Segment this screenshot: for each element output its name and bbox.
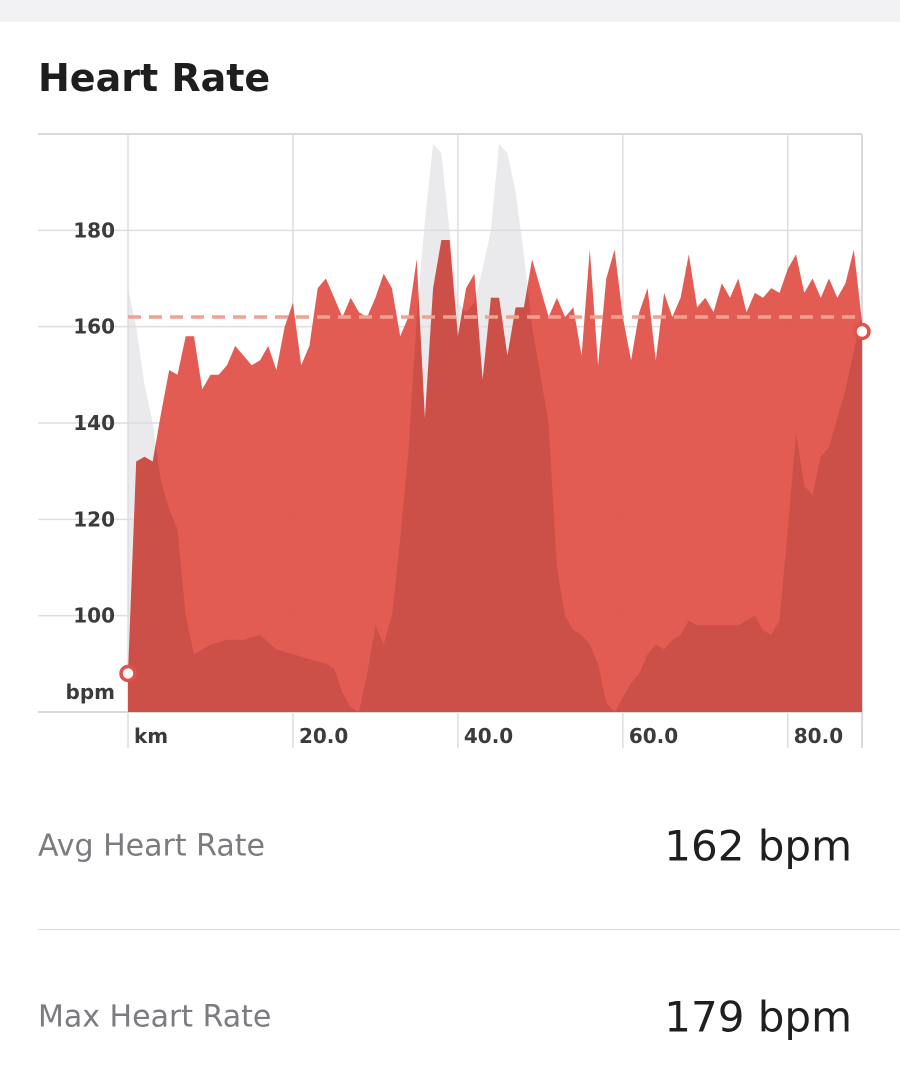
x-tick-label: km <box>134 724 168 748</box>
top-strip <box>0 0 900 22</box>
y-tick-label: 100 <box>73 604 115 628</box>
heart-rate-area <box>128 240 862 712</box>
x-tick-label: 80.0 <box>794 724 843 748</box>
endpoint-marker <box>119 664 137 683</box>
avg-heart-rate-value: 162 bpm <box>664 821 852 871</box>
stats-divider <box>38 929 900 930</box>
heart-rate-series <box>128 240 862 712</box>
heart-rate-chart: 100 120 140 160 180 bpm km 20.0 40.0 60.0 80.0 <box>0 120 900 760</box>
endpoint-markers <box>119 322 871 683</box>
elevation-overlap-shade <box>128 240 862 712</box>
avg-heart-rate-label: Avg Heart Rate <box>38 828 265 864</box>
x-tick-label: 20.0 <box>299 724 348 748</box>
x-tick-label: 60.0 <box>629 724 678 748</box>
y-tick-label: 180 <box>73 218 115 242</box>
x-tick-label: 40.0 <box>464 724 513 748</box>
y-tick-label: 140 <box>73 411 115 435</box>
endpoint-marker <box>853 322 871 341</box>
max-heart-rate-label: Max Heart Rate <box>38 999 272 1035</box>
y-axis-unit-label: bpm <box>66 680 115 704</box>
max-heart-rate-row: Max Heart Rate 179 bpm <box>38 977 852 1057</box>
max-heart-rate-value: 179 bpm <box>664 992 852 1042</box>
y-tick-label: 160 <box>73 315 115 339</box>
avg-heart-rate-row: Avg Heart Rate 162 bpm <box>38 806 852 886</box>
section-title: Heart Rate <box>38 56 271 100</box>
y-tick-label: 120 <box>73 507 115 531</box>
